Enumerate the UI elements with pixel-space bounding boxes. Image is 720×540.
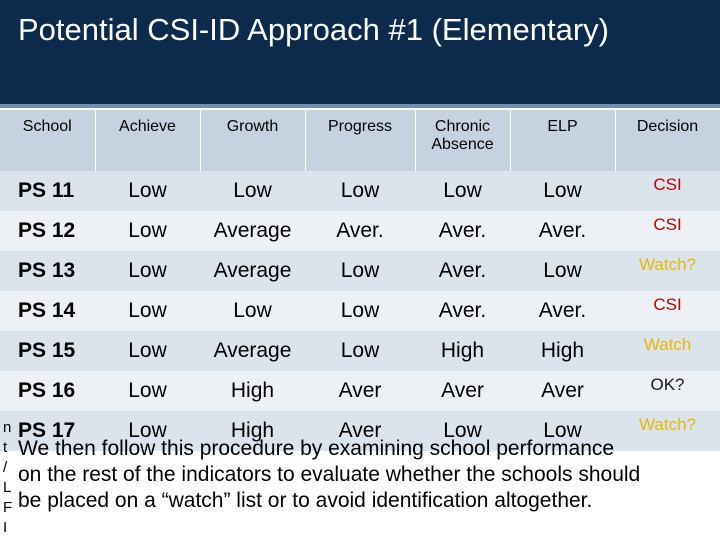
rating-cell: Low <box>305 331 415 371</box>
body-text: We then follow this procedure by examini… <box>18 436 640 514</box>
rating-cell: Low <box>415 171 510 211</box>
rating-cell: Aver. <box>415 251 510 291</box>
column-header: Chronic Absence <box>415 110 511 171</box>
table-row: PS 14 Low Low Low Aver. Aver. CSI <box>0 291 720 331</box>
rating-cell: Aver. <box>510 211 615 251</box>
rating-cell: Low <box>95 371 200 411</box>
body-line: be placed on a “watch” list or to avoid … <box>18 489 593 512</box>
rating-cell: Aver. <box>415 291 510 331</box>
table-row: PS 13 Low Average Low Aver. Low Watch? <box>0 251 720 291</box>
text-fragment: L <box>3 479 12 496</box>
slide-title: Potential CSI-ID Approach #1 (Elementary… <box>18 12 609 47</box>
rating-cell: Low <box>95 411 200 451</box>
table-row: PS 11 Low Low Low Low Low CSI <box>0 171 720 211</box>
rating-cell: Aver <box>415 371 510 411</box>
rating-cell: Low <box>95 291 200 331</box>
rating-cell: Low <box>95 171 200 211</box>
decision-cell: CSI <box>615 211 720 251</box>
text-fragment: F <box>3 499 13 516</box>
column-header: Growth <box>200 110 306 171</box>
decision-cell: Watch <box>615 331 720 371</box>
decision-cell: Watch? <box>615 411 720 451</box>
column-header: Achieve <box>95 110 201 171</box>
body-line: on the rest of the indicators to evaluat… <box>18 463 641 486</box>
rating-cell: Average <box>200 251 305 291</box>
column-header: Decision <box>615 110 720 171</box>
rating-cell: Aver <box>510 371 615 411</box>
text-fragment: n <box>3 419 12 436</box>
school-name: PS 17 <box>0 411 95 451</box>
rating-cell: Average <box>200 211 305 251</box>
rating-cell: Low <box>510 251 615 291</box>
rating-cell: Low <box>305 171 415 211</box>
rating-cell: Low <box>200 291 305 331</box>
rating-cell: Low <box>305 251 415 291</box>
rating-cell: High <box>510 331 615 371</box>
decision-cell: CSI <box>615 171 720 211</box>
table-row: PS 16 Low High Aver Aver Aver OK? <box>0 371 720 411</box>
rating-cell: Low <box>510 171 615 211</box>
rating-cell: Aver. <box>510 291 615 331</box>
rating-cell: Aver <box>305 371 415 411</box>
rating-cell: Low <box>510 411 615 451</box>
school-name: PS 16 <box>0 371 95 411</box>
text-fragment: t <box>3 439 8 456</box>
school-table: School Achieve Growth Progress Chronic Absen… <box>0 110 720 451</box>
school-name: PS 15 <box>0 331 95 371</box>
rating-cell: Low <box>200 171 305 211</box>
column-header: School <box>0 110 96 171</box>
rating-cell: Aver. <box>415 211 510 251</box>
text-fragment: I <box>3 519 8 536</box>
rating-cell: Average <box>200 331 305 371</box>
body-line: We then follow this procedure by examini… <box>18 437 615 460</box>
column-header: Progress <box>305 110 416 171</box>
rating-cell: Aver <box>305 411 415 451</box>
rating-cell: Low <box>95 211 200 251</box>
table-row: PS 15 Low Average Low High High Watch <box>0 331 720 371</box>
cut-off-fragments: n t / L F I <box>3 418 12 538</box>
decision-cell: CSI <box>615 291 720 331</box>
column-header: ELP <box>510 110 616 171</box>
rating-cell: Low <box>95 331 200 371</box>
rating-cell: Low <box>415 411 510 451</box>
school-name: PS 13 <box>0 251 95 291</box>
table-row: PS 12 Low Average Aver. Aver. Aver. CSI <box>0 211 720 251</box>
school-name: PS 12 <box>0 211 95 251</box>
decision-cell: Watch? <box>615 251 720 291</box>
header-row: School Achieve Growth Progress Chronic Absen… <box>0 110 720 171</box>
rating-cell: High <box>200 411 305 451</box>
rating-cell: High <box>415 331 510 371</box>
rating-cell: High <box>200 371 305 411</box>
text-fragment: / <box>3 459 8 476</box>
table-row: PS 17 Low High Aver Low Low Watch? <box>0 411 720 451</box>
rating-cell: Low <box>305 291 415 331</box>
school-name: PS 11 <box>0 171 95 211</box>
title-bar: Potential CSI-ID Approach #1 (Elementary… <box>0 0 720 108</box>
school-name: PS 14 <box>0 291 95 331</box>
table-body: PS 11 Low Low Low Low Low CSI PS 12 Low Average Av… <box>0 171 720 451</box>
rating-cell: Low <box>95 251 200 291</box>
rating-cell: Aver. <box>305 211 415 251</box>
decision-cell: OK? <box>615 371 720 411</box>
